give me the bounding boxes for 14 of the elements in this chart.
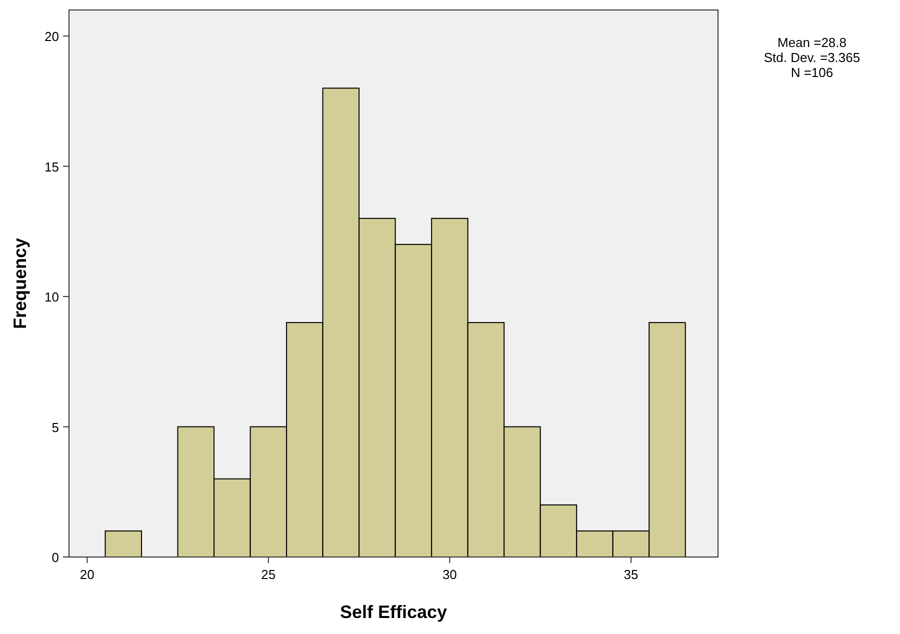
x-tick-label: 25 [261,567,276,582]
y-tick-label: 5 [52,420,59,435]
x-tick-label: 30 [442,567,457,582]
text: N =106 [790,65,834,80]
text: Std. Dev. =3.365 [764,50,860,65]
y-axis-title: Frequency [10,238,30,330]
y-tick-label: 15 [44,159,59,174]
x-axis-title: Self Efficacy [340,602,448,622]
text: Mean =28.8 [777,35,847,50]
y-tick-label: 10 [44,290,59,305]
x-tick-label: 20 [80,567,94,582]
y-tick-label: 0 [52,550,59,565]
x-tick-label: 35 [624,567,638,582]
y-tick-label: 20 [44,29,59,44]
